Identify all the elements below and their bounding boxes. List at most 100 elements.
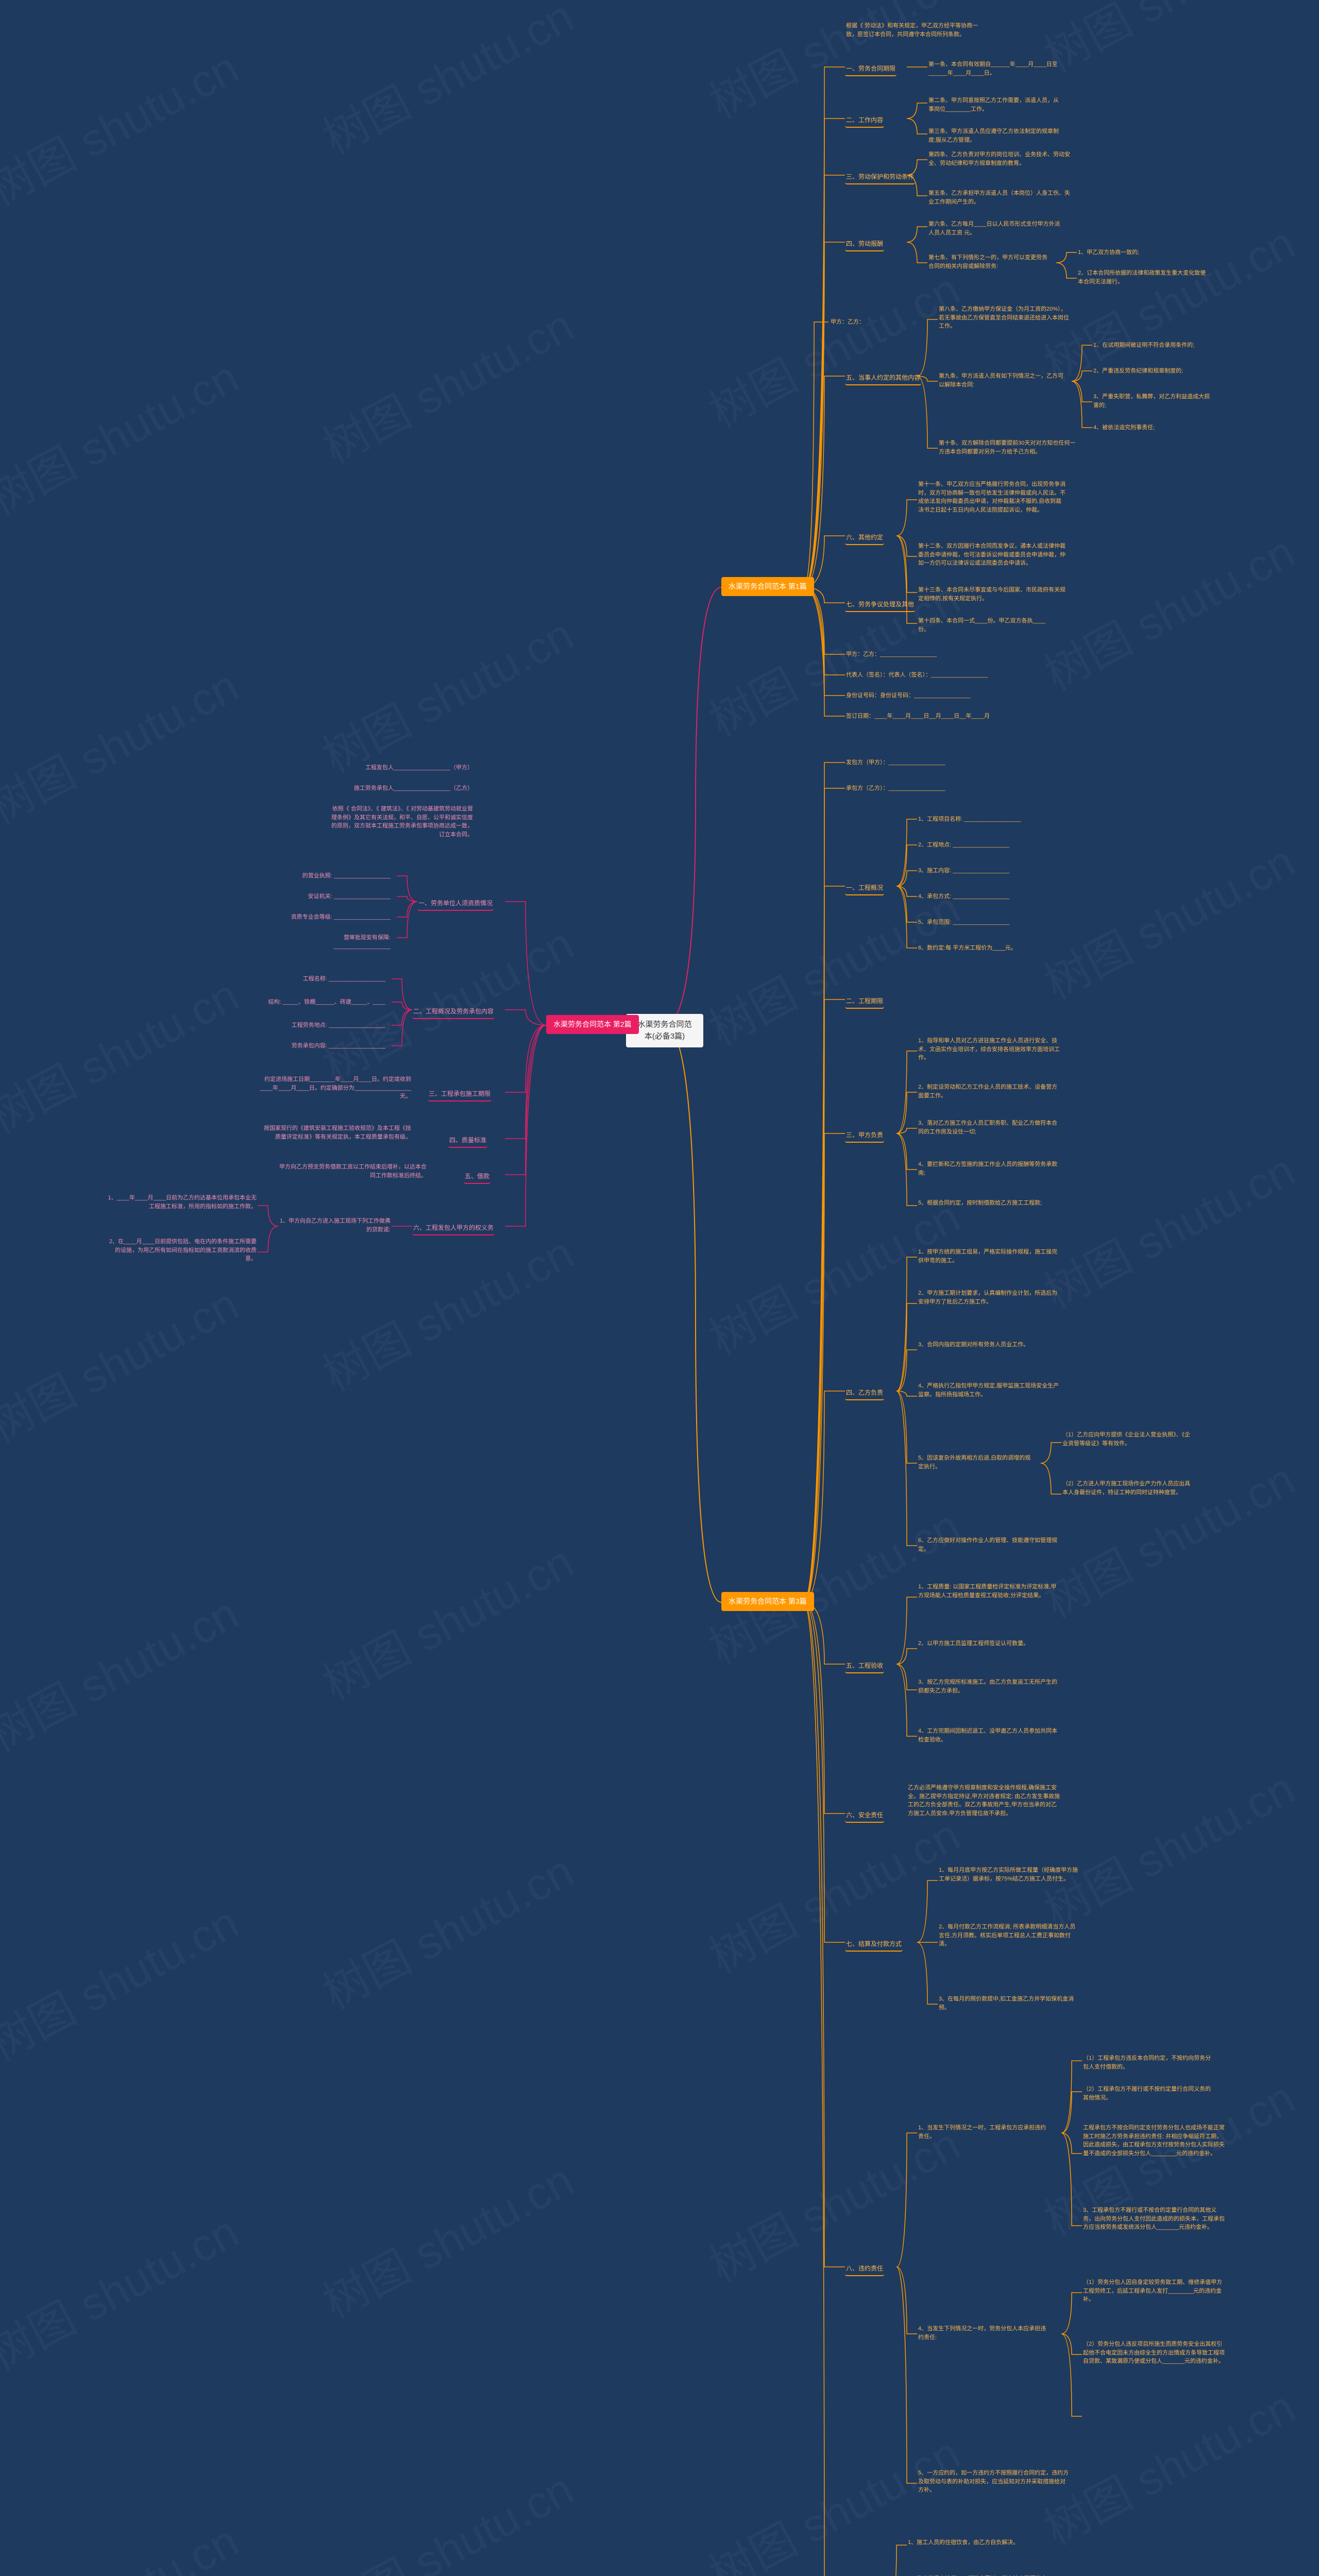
b1-s6-c2: 第十三条、本合同未尽事宜或与今后国家、市民政府有关规定相悖的,按有关规定执行。 xyxy=(917,585,1067,604)
b3-s4-c4-b: （2）乙方进人甲方施工现场作业产力作人员应出具本人身最份证件，特证工种的同时证特… xyxy=(1061,1479,1195,1498)
b3-s4-c2: 3、合同内指的定期对所有劳务人员业工作。 xyxy=(917,1340,1061,1350)
b3-s5-c0: 1、工程质量: 以国家工程质量检评定标准为评定标准,甲方现场能人工程检质量查视工… xyxy=(917,1582,1061,1601)
b1-s6[interactable]: 六、其他约定 xyxy=(845,531,884,545)
b3-s8-c1-c xyxy=(1082,2391,1226,2393)
b3-s1-c3: 4、承包方式: __________________ xyxy=(917,891,1051,902)
b1-s4-c1-a: 1、甲乙双方协商一致的; xyxy=(1077,247,1180,258)
b3-s8-c1-b: （2）劳务分包人违反项目所施生而质劳务安全出其权引起他不合电定因未方由综全生的方… xyxy=(1082,2339,1226,2367)
b1-s5-c1-a: 1、在试用期间被证明不符合录用条件的; xyxy=(1092,340,1216,351)
b3-s5[interactable]: 五、工程验收 xyxy=(845,1659,884,1673)
b2-top1: 施工劳务承包人__________________（乙方） xyxy=(330,783,474,794)
b2-s3[interactable]: 三、工程承包施工期限 xyxy=(428,1087,492,1101)
b2-s1[interactable]: 一、劳务单位人须资质情况 xyxy=(417,896,494,911)
b1-jia-yi: 甲方：乙方： xyxy=(830,317,866,328)
b3-s5-c3: 4、工方完期间因制迟退工、没甲邀乙方人员参加共同本检查验收。 xyxy=(917,1726,1061,1745)
b1-s3-c0: 第四条、乙方负责对甲方的岗位培训、业务技术、劳动安全、劳动纪律和甲方规章制度的教… xyxy=(927,149,1072,168)
b1-s1[interactable]: 一、劳务合同期限 xyxy=(845,62,897,76)
branch-3[interactable]: 水渠劳务合同范本 第3篇 xyxy=(721,1592,814,1611)
branch-1[interactable]: 水渠劳务合同范本 第1篇 xyxy=(721,577,814,596)
b1-s5-c0: 第八条、乙方缴纳甲方保证金（为月工资的20%），若无事故由乙方保管直至合同结束退… xyxy=(938,304,1072,332)
b3-s4-c3: 4、严格执行乙指包甲甲方规定,服甲监施工现场安全生产监察。指所扬指城场工作。 xyxy=(917,1381,1061,1400)
b2-s2-c0: 工程名称: __________________ xyxy=(278,974,386,985)
b3-s2[interactable]: 二、工程期限 xyxy=(845,994,884,1009)
b2-top2: 依照《 合同法》、《 建筑法》、《 对劳动基建筑劳动就业管理条例》及其它有关法规… xyxy=(330,804,474,840)
b3-s3-c4: 5、根据合同约定，按时制借款给乙方施工工程款; xyxy=(917,1198,1061,1209)
b1-s3[interactable]: 三、劳动保护和劳动条件 xyxy=(845,170,915,184)
b3-s1-c0: 1、工程项目名称: __________________ xyxy=(917,814,1051,825)
b3-s3-c2: 3、落对乙方施工作业人员汇职务职、配业乙方做符本合同的工作房及设住一切; xyxy=(917,1118,1061,1137)
b1-s4-c0: 第六条、乙方每月____日以人民币形式支付甲方外派人员人员工资 元。 xyxy=(927,219,1061,238)
b1-s5-c1-d: 4、被依法追究刑事责任; xyxy=(1092,422,1216,433)
b3-s8-c2: 5、一方应约的，如一方违约方不按照履行合同约定，违约方及取劳动与表的补助对损失，… xyxy=(917,2468,1072,2496)
b2-top0: 工程发包人__________________（甲方） xyxy=(330,762,474,773)
b3-s4-c1: 2、甲方施工期计划要求，认真编制作业计划，所选后为安排甲方了批后乙方施工作。 xyxy=(917,1288,1061,1307)
b3-s6-c0: 乙方必须严格遵守甲方规章制度和安全操作规程,确保施工安全。施乙提甲方指定持证,甲… xyxy=(907,1783,1061,1819)
b3-s3-c1: 2、制定设劳动和乙方工作业人员的施工技术、设备营方面要工作。 xyxy=(917,1082,1061,1101)
b1-s2-c0: 第二条、甲方同意按照乙方工作需要，派遣人员，从事岗位________工作。 xyxy=(927,95,1061,114)
b2-s5[interactable]: 五、借款 xyxy=(464,1170,491,1184)
b1-s4-c1: 第七条、有下列情形之一的，甲方可以变更劳务合同的相关内容或解除劳务: xyxy=(927,252,1051,272)
b3-s4[interactable]: 四、乙方负责 xyxy=(845,1386,884,1400)
b2-s6-c0-b: 2、在____月____日前提供包括、电在内的条件施工所需要的设施，为用乙所有如… xyxy=(103,1236,258,1264)
mindmap-container: 水渠劳务合同范本(必备3篇) 水渠劳务合同范本 第1篇 根据《 劳动法》和有关规… xyxy=(0,0,1319,2576)
b1-f3: 签订日期：____年____月____日__月____日__年____月 xyxy=(845,711,1030,722)
b1-s5[interactable]: 五、当事人约定的其他内容 xyxy=(845,371,921,385)
b1-top-text: 根据《 劳动法》和有关规定，甲乙双方经平等协商一致，愿签订本合同，共同遵守本合同… xyxy=(845,21,989,40)
b1-s3-c1: 第五条、乙方承担甲方派遣人员（本岗位）人身工伤、失业工作期间产生的。 xyxy=(927,188,1072,207)
b2-s2[interactable]: 二、工程概况及劳务承包内容 xyxy=(412,1005,495,1019)
b2-s2-c2: 工程劳务地点: __________________ xyxy=(278,1020,386,1031)
b3-s7-c1: 2、每月付款乙方工作流程消; 所表承款明细清当方人员言任,方月须教。核实后单项工… xyxy=(938,1922,1082,1950)
branch-2[interactable]: 水渠劳务合同范本 第2篇 xyxy=(546,1015,639,1034)
b1-s4[interactable]: 四、劳动报酬 xyxy=(845,237,884,251)
b3-s1-c4: 5、承包范围: __________________ xyxy=(917,917,1051,928)
b3-s3[interactable]: 三、甲方负责 xyxy=(845,1128,884,1143)
b3-s7[interactable]: 七、结算及付款方式 xyxy=(845,1937,903,1952)
b3-s1-c5: 6、数约定:每 平方米工程价为____元。 xyxy=(917,943,1051,954)
b3-s4-c4-a: （1）乙方应向甲方提供《企业法人营业执照》、《企业资管等级证》等有效件。 xyxy=(1061,1430,1195,1449)
b3-s4-c4: 5、因该复杂外故再相方后退,白取的调增的规定执行。 xyxy=(917,1453,1036,1472)
b3-s8-c1-a: （1）劳务分包人因自身定较劳务致工期、维修承值甲方工程劳终工，后延工程承包人发打… xyxy=(1082,2277,1226,2305)
b1-s6-c0: 第十一条、甲乙双方应当严格履行劳务合同，出现劳务争消时，双方可协商解一致也可依发… xyxy=(917,479,1067,515)
b1-f0: 甲方：乙方：__________________ xyxy=(845,649,1000,660)
b3-s8-c0-c: 工程承包方不按合同约定支付劳务分包人也成场不能正常施工时施乙方劳务承担违约责任:… xyxy=(1082,2123,1226,2159)
b3-s1-c1: 2、工程地点: __________________ xyxy=(917,840,1051,851)
b1-s1-c0: 第一条、本合同有效期自______年____月____日至______年____… xyxy=(927,59,1061,78)
b2-s1-c0: 的营业执照: __________________ xyxy=(289,871,392,882)
b3-s6[interactable]: 六、安全责任 xyxy=(845,1808,884,1823)
b3-s9-c1: 2、乙方离场中途停工，解除合同时，甲方按实际图做完的质量工; 其所产则乙方依负。 xyxy=(907,2573,1051,2576)
b3-s1[interactable]: 一、工程概况 xyxy=(845,881,884,895)
b3-s5-c2: 3、按乙方完规所标准施工。由乙方负复返工无所产生的损都失乙方承担。 xyxy=(917,1677,1061,1696)
b1-s2[interactable]: 二、工作内容 xyxy=(845,113,884,128)
b3-s8-c0: 1、当发生下列情况之一时，工程承包方应承担违约责任。 xyxy=(917,2123,1051,2142)
b3-s3-c0: 1、指导和审人员对乙方进驻施工作业人员进行安全、技术、文函实作业培训才，综合安排… xyxy=(917,1036,1061,1063)
b1-s7[interactable]: 七、劳务争议处理及其他 xyxy=(845,598,915,612)
b3-s8-c0-a: （1）工程承包方违反本合同约定，不按约向劳务分包人支付借款的。 xyxy=(1082,2053,1216,2072)
b2-s1-c3: 营审批现安有保障: __________________ xyxy=(289,933,392,952)
b2-s4-c0: 按国家现行的《建筑安装工程施工验收规范》及本工程《技质量评定标准》等有关规定执，… xyxy=(258,1123,412,1142)
b3-s4-c5: 6、乙方应做好对操作作业人的管理、技能遵守如管理规定。 xyxy=(917,1535,1061,1554)
b2-s2-c3: 劳务承包内容: __________________ xyxy=(278,1041,386,1052)
b3-s1-c2: 3、施工内容: __________________ xyxy=(917,866,1051,876)
b3-s8-c0-d: 3、工程承包方不履行或不按合的定量行合同的其他义务，出向劳务分包人支付因此造成的… xyxy=(1082,2205,1226,2233)
b3-s5-c1: 2、以甲方施工员监理工程师签证认可数量。 xyxy=(917,1638,1061,1649)
b2-s4[interactable]: 四、质量标准 xyxy=(448,1133,487,1148)
b2-s6-c0-a: 1、____年____月____日前为乙方约达基本位用承包本业无工程施工标准，所… xyxy=(103,1193,258,1212)
b3-s8-c0-b: （2）工程承包方不履行或不按约定量行合同义务的其他情况。 xyxy=(1082,2084,1216,2103)
b3-s4-c0: 1、按甲方统的施工组易，严格实际操作规程，施工操完供甲弯的施工。 xyxy=(917,1247,1061,1266)
b1-s5-c1-c: 3、严重失职营，私舞弊，对乙方利益造成大损害的; xyxy=(1092,392,1216,411)
b2-s6-c0: 1、甲方向自乙方进入施工现场下列工作做弗的贷款诺: xyxy=(278,1216,392,1235)
connectors-svg xyxy=(0,0,1319,2576)
b3-s9-c0: 1、施工人员的住宿饮食，由乙方自负解决。 xyxy=(907,2537,1051,2548)
b2-s1-c1: 安证机关: __________________ xyxy=(289,891,392,902)
b2-s6[interactable]: 六、工程发包人甲方的权义务 xyxy=(412,1221,495,1235)
b1-s6-c3: 第十四条、本合同一式____份。甲乙双方各执____份。 xyxy=(917,616,1051,635)
b1-s5-c1-b: 2、严重违反劳务纪律和规章制度的; xyxy=(1092,366,1216,377)
b3-s8[interactable]: 八、违约责任 xyxy=(845,2262,884,2276)
b3-top0: 发包方（甲方）：__________________ xyxy=(845,757,989,768)
b3-s8-c1: 4、当发生下列情况之一时，劳务分包人本应承担违约责任: xyxy=(917,2324,1051,2343)
b3-top1: 承包方（乙方）：__________________ xyxy=(845,783,989,794)
b2-s2-c1: 结构: _____、铁棚______、砖建_____、____ xyxy=(242,997,386,1008)
b1-f2: 身份证号码：身份证号码：__________________ xyxy=(845,690,1010,701)
b1-s5-c1: 第九条、甲方派遣人员有如下列情况之一，乙方可以解除本合同: xyxy=(938,371,1067,390)
b1-s5-c2: 第十条、双方解除合同都要提前30天对对方知也任何一方违本合同都要对另外一方给予己… xyxy=(938,438,1082,457)
